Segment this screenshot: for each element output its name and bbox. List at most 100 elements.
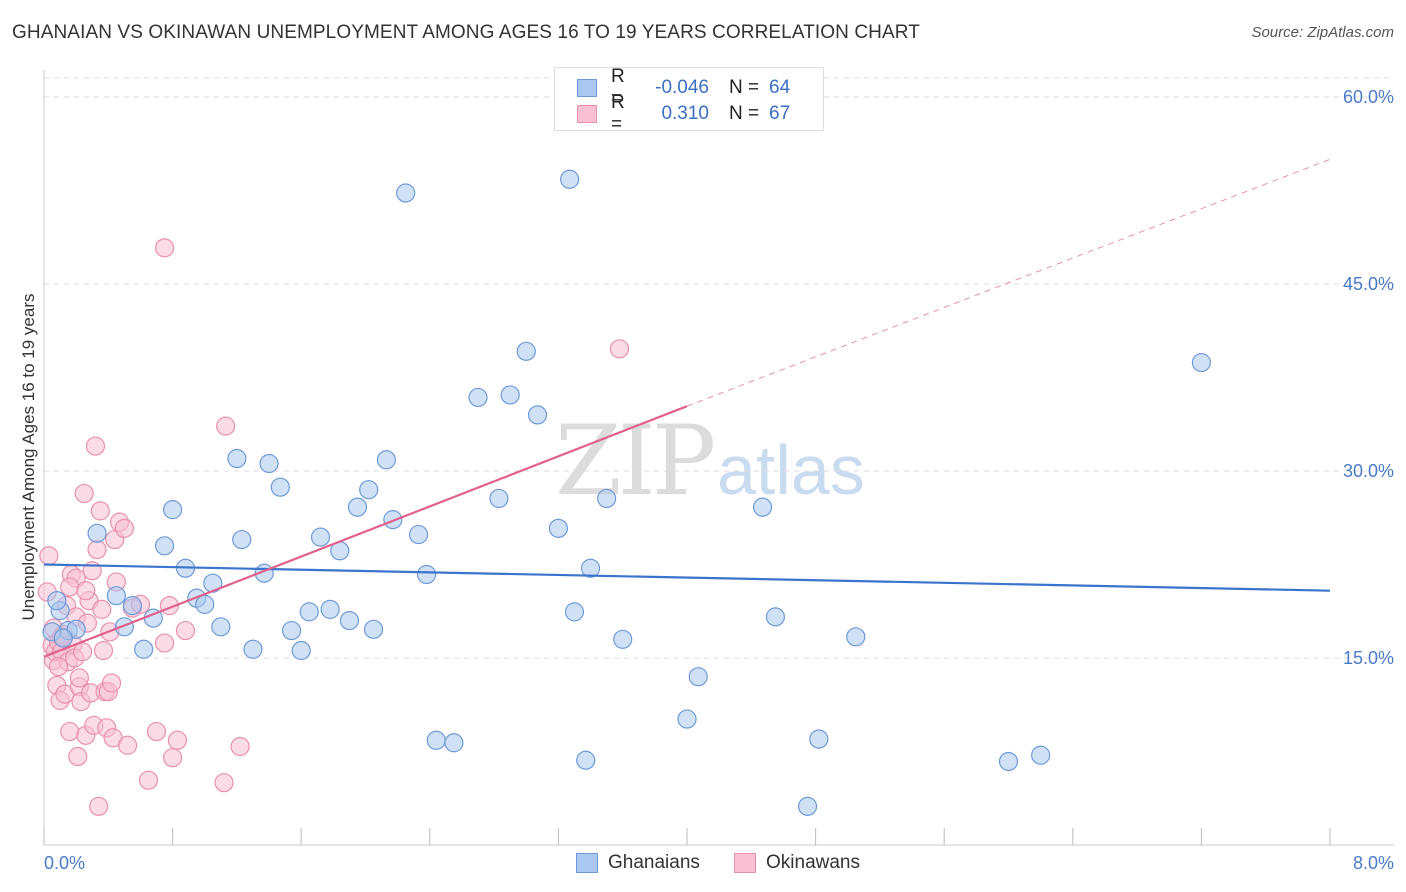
ghanaians-point <box>281 620 302 641</box>
okinawans-point <box>60 577 80 597</box>
ghanaians-point <box>359 480 379 500</box>
ghanaians-point <box>765 607 786 627</box>
okinawans-point <box>48 657 69 677</box>
ghanaians-point <box>347 497 368 517</box>
okinawans-point <box>76 581 96 601</box>
okinawans-point <box>90 501 110 521</box>
y-tick-label: 60.0% <box>1343 87 1394 107</box>
ghanaians-point <box>688 667 708 687</box>
ghanaians-point <box>576 750 596 770</box>
y-axis-label: Unemployment Among Ages 16 to 19 years <box>19 294 38 621</box>
gridlines <box>44 77 1394 659</box>
okinawans-point <box>163 748 183 768</box>
okinawans-point <box>154 238 175 258</box>
okinawans-point <box>92 599 112 619</box>
r-value-okinawans: 0.310 <box>661 103 709 124</box>
ghanaians-point <box>243 639 263 659</box>
okinawans-point <box>72 642 93 662</box>
ghanaians-point <box>809 729 829 749</box>
ghanaians-point <box>677 709 697 729</box>
okinawans-point <box>230 736 250 757</box>
ghanaians-point <box>797 796 818 816</box>
ghanaians-point <box>154 536 175 556</box>
okinawans-swatch <box>577 105 597 123</box>
y-tick-label: 30.0% <box>1343 461 1394 481</box>
ghanaians-point <box>114 617 134 637</box>
okinawans-point <box>60 721 80 742</box>
ghanaians-point <box>363 619 384 639</box>
x-ticks <box>43 828 1331 845</box>
correlation-legend: R = -0.046 N = 64 R = 0.310 N = 67 <box>554 66 824 135</box>
n-label: N = <box>729 77 760 98</box>
bottom-legend-ghanaians[interactable]: Ghanaians <box>576 852 700 874</box>
ghanaians-point <box>291 640 311 661</box>
ghanaians-point <box>376 450 396 470</box>
ghanaians-point <box>468 387 488 408</box>
ghanaians-point <box>548 518 569 538</box>
n-value-okinawans: 67 <box>769 103 791 124</box>
okinawans-point <box>138 770 159 790</box>
ghanaians-point <box>1191 352 1212 373</box>
ghanaians-point <box>211 617 231 637</box>
okinawans-point <box>609 339 630 359</box>
ghanaians-point <box>195 594 215 614</box>
ghanaians-point <box>87 523 107 543</box>
ghanaians-point <box>122 596 143 616</box>
bottom-legend-okinawans[interactable]: Okinawans <box>734 852 860 874</box>
ghanaians-point <box>516 341 536 361</box>
axes <box>43 70 1394 846</box>
trend-lines <box>43 158 1331 658</box>
r-label: R = <box>611 92 625 135</box>
ghanaians-point <box>408 524 429 545</box>
okinawans-point <box>93 640 114 661</box>
ghanaians-point <box>426 730 446 750</box>
ghanaians-point <box>259 453 279 474</box>
r-label: R = <box>611 66 625 109</box>
ghanaians-point <box>232 529 252 550</box>
okinawans-point <box>39 546 59 566</box>
ghanaians-point <box>227 448 247 469</box>
ghanaians-point <box>560 169 580 189</box>
okinawans-point <box>214 773 234 793</box>
ghanaians-point <box>163 500 183 520</box>
okinawans-point <box>89 796 109 816</box>
ghanaians-trend-line <box>43 563 1331 592</box>
ghanaians-legend-label: Ghanaians <box>608 852 700 873</box>
ghanaians-point <box>47 591 67 611</box>
ghanaians-point <box>299 602 319 622</box>
ghanaians-point <box>396 183 416 203</box>
r-value-ghanaians: -0.046 <box>655 77 709 98</box>
okinawans-point <box>216 416 236 436</box>
ghanaians-legend-swatch <box>576 853 598 873</box>
ghanaians-point <box>270 477 290 497</box>
ghanaians-point <box>383 510 403 530</box>
ghanaians-point <box>106 586 126 606</box>
ghanaians-point <box>134 639 154 659</box>
n-value-ghanaians: 64 <box>769 77 791 98</box>
okinawans-point <box>175 620 196 641</box>
legend-row-okinawans: R = 0.310 N = 67 <box>577 92 791 135</box>
watermark-atlas: atlas <box>717 431 865 509</box>
ghanaians-point <box>1031 745 1051 765</box>
okinawans-legend-swatch <box>734 853 756 873</box>
okinawans-point <box>114 518 134 538</box>
ghanaians-point <box>310 527 331 547</box>
ghanaians-point <box>613 629 633 649</box>
ghanaians-point <box>752 497 773 517</box>
ghanaians-point <box>500 385 520 405</box>
ghanaians-point <box>489 488 509 509</box>
y-tick-labels: 15.0% 30.0% 45.0% 60.0% <box>1343 87 1394 668</box>
ghanaians-point <box>527 405 548 425</box>
ghanaians-points <box>42 169 1212 816</box>
ghanaians-point <box>846 627 866 647</box>
okinawans-trend-line <box>43 405 688 658</box>
okinawans-points <box>37 238 630 816</box>
legend-row-ghanaians: R = -0.046 N = 64 <box>577 66 791 109</box>
okinawans-point <box>146 721 167 742</box>
ghanaians-point <box>564 602 585 622</box>
ghanaians-point <box>416 564 437 585</box>
chart-title: GHANAIAN VS OKINAWAN UNEMPLOYMENT AMONG … <box>12 22 920 43</box>
ghanaians-point <box>203 573 223 593</box>
ghanaians-point <box>597 488 617 509</box>
